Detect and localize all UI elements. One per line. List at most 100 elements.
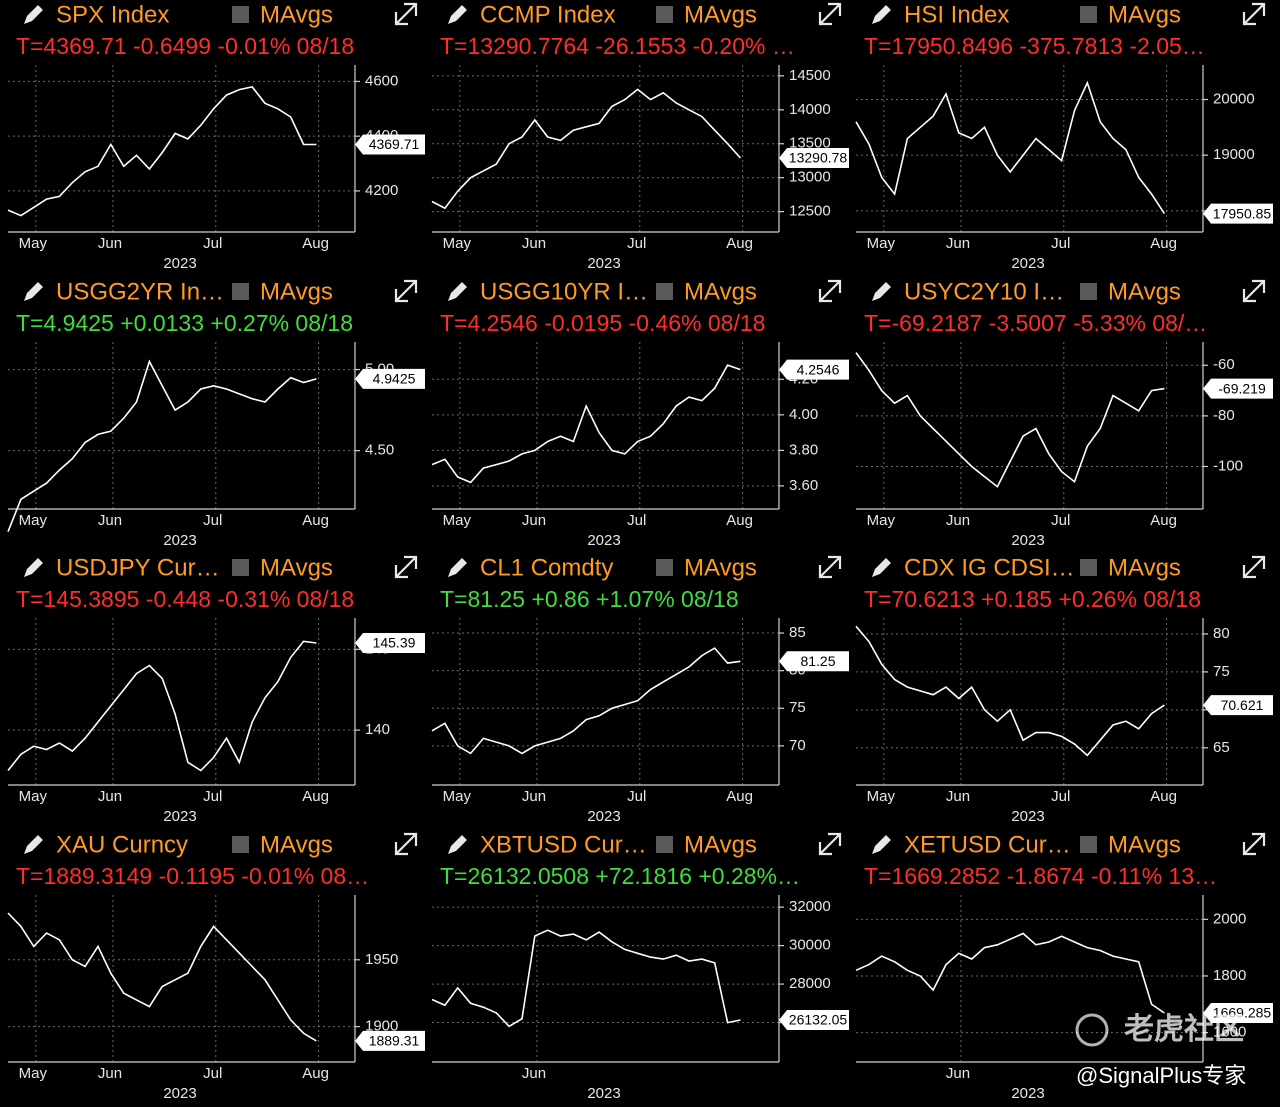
edit-icon[interactable]: [24, 282, 43, 301]
edit-icon[interactable]: [448, 282, 467, 301]
y-tick-label: 4600: [365, 72, 398, 89]
expand-icon[interactable]: [394, 832, 418, 856]
x-axis-year: 2023: [587, 532, 620, 549]
x-tick-label: Aug: [1150, 512, 1177, 529]
y-tick-label: 4200: [365, 182, 398, 199]
mavgs-checkbox[interactable]: [656, 6, 673, 23]
x-tick-label: Jul: [1051, 235, 1070, 252]
mavgs-label: MAvgs: [684, 554, 757, 581]
x-axis-year: 2023: [163, 1085, 196, 1102]
y-tick-label: 3.60: [789, 477, 818, 494]
x-tick-label: Jun: [98, 788, 122, 805]
x-tick-label: May: [867, 512, 896, 529]
x-tick-label: Jul: [627, 512, 646, 529]
last-value-tag: [355, 368, 425, 389]
last-value-label: 17950.85: [1213, 205, 1272, 221]
last-value-label: 4.9425: [373, 371, 416, 387]
expand-icon[interactable]: [818, 832, 842, 856]
chart-title: HSI Index: [904, 1, 1009, 28]
edit-icon[interactable]: [872, 835, 891, 854]
price-line: [7, 640, 317, 772]
x-axis-year: 2023: [163, 255, 196, 272]
edit-icon[interactable]: [872, 282, 891, 301]
y-tick-label: 3.80: [789, 441, 818, 458]
mavgs-checkbox[interactable]: [1080, 283, 1097, 300]
mavgs-checkbox[interactable]: [232, 6, 249, 23]
mavgs-label: MAvgs: [684, 1, 757, 28]
mavgs-checkbox[interactable]: [232, 836, 249, 853]
mavgs-checkbox[interactable]: [656, 836, 673, 853]
edit-icon[interactable]: [24, 558, 43, 577]
last-value-label: 4369.71: [369, 136, 420, 152]
mavgs-checkbox[interactable]: [232, 283, 249, 300]
mavgs-checkbox[interactable]: [1080, 6, 1097, 23]
expand-icon[interactable]: [1242, 555, 1266, 579]
edit-icon[interactable]: [872, 558, 891, 577]
expand-icon[interactable]: [1242, 2, 1266, 26]
last-value-label: 145.39: [373, 635, 416, 651]
expand-icon[interactable]: [1242, 832, 1266, 856]
chart-panel: CDX IG CDSI… MAvgs T=70.6213 +0.185 +0.26%…: [855, 554, 1273, 825]
x-tick-label: Jul: [203, 512, 222, 529]
mavgs-label: MAvgs: [1108, 278, 1181, 305]
x-tick-label: May: [19, 788, 48, 805]
x-axis-year: 2023: [1011, 532, 1044, 549]
chart-title: SPX Index: [56, 1, 169, 28]
x-tick-label: May: [443, 512, 472, 529]
expand-icon[interactable]: [818, 555, 842, 579]
expand-icon[interactable]: [394, 555, 418, 579]
expand-icon[interactable]: [818, 2, 842, 26]
y-tick-label: 20000: [1213, 90, 1255, 107]
last-value-label: 1889.31: [369, 1033, 420, 1049]
mavgs-checkbox[interactable]: [232, 559, 249, 576]
y-tick-label: 13500: [789, 135, 831, 152]
y-tick-label: 28000: [789, 975, 831, 992]
quote-line: T=70.6213 +0.185 +0.26% 08/18: [864, 586, 1201, 612]
x-tick-label: May: [19, 512, 48, 529]
x-tick-label: May: [19, 235, 48, 252]
x-tick-label: Jun: [946, 235, 970, 252]
expand-icon[interactable]: [394, 2, 418, 26]
price-line: [855, 932, 1165, 1014]
x-axis-year: 2023: [163, 532, 196, 549]
mavgs-label: MAvgs: [260, 278, 333, 305]
price-line: [855, 80, 1166, 215]
chart-panel: SPX Index MAvgs T=4369.71 -0.6499 -0.01% 0…: [7, 1, 425, 272]
x-tick-label: Aug: [302, 1065, 329, 1082]
x-tick-label: Aug: [302, 512, 329, 529]
mavgs-checkbox[interactable]: [1080, 559, 1097, 576]
chart-title: USYC2Y10 I…: [904, 278, 1064, 305]
edit-icon[interactable]: [448, 558, 467, 577]
x-tick-label: May: [443, 235, 472, 252]
x-axis-year: 2023: [163, 808, 196, 825]
last-value-label: 13290.78: [789, 150, 848, 166]
edit-icon[interactable]: [24, 5, 43, 24]
y-tick-label: 80: [1213, 625, 1230, 642]
expand-icon[interactable]: [818, 279, 842, 303]
x-tick-label: Aug: [302, 788, 329, 805]
y-tick-label: 19000: [1213, 146, 1255, 163]
price-line: [431, 647, 741, 755]
edit-icon[interactable]: [24, 835, 43, 854]
y-tick-label: 30000: [789, 937, 831, 954]
expand-icon[interactable]: [394, 279, 418, 303]
x-tick-label: May: [443, 788, 472, 805]
edit-icon[interactable]: [448, 5, 467, 24]
mavgs-checkbox[interactable]: [1080, 836, 1097, 853]
y-tick-label: -60: [1213, 356, 1235, 373]
edit-icon[interactable]: [448, 835, 467, 854]
y-tick-label: 32000: [789, 898, 831, 915]
last-value-tag: [355, 1030, 425, 1051]
mavgs-label: MAvgs: [260, 554, 333, 581]
watermark: 老虎社区 @SignalPlus专家: [1075, 1013, 1246, 1088]
y-tick-label: 1900: [365, 1018, 398, 1035]
edit-icon[interactable]: [872, 5, 891, 24]
chart-title: USGG2YR In…: [56, 278, 224, 305]
y-tick-label: 85: [789, 624, 806, 641]
price-line: [431, 364, 741, 484]
x-axis-year: 2023: [1011, 255, 1044, 272]
mavgs-checkbox[interactable]: [656, 283, 673, 300]
mavgs-checkbox[interactable]: [656, 559, 673, 576]
expand-icon[interactable]: [1242, 279, 1266, 303]
chart-title: XAU Curncy: [56, 831, 188, 858]
